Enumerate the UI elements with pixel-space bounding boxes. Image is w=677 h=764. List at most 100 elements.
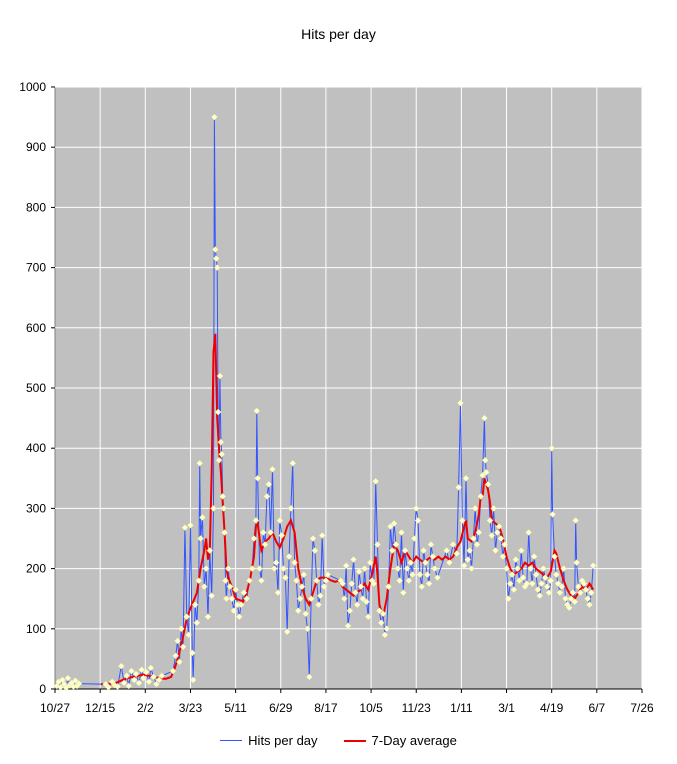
data-point-hits	[174, 637, 181, 645]
data-point-hits	[514, 565, 521, 572]
data-point-hits	[298, 583, 306, 591]
data-point-hits	[422, 559, 429, 566]
x-tick-label: 2/2	[137, 701, 154, 715]
data-point-hits	[582, 586, 590, 594]
data-point-hits	[340, 595, 348, 603]
data-point-hits	[479, 471, 486, 479]
data-point-hits	[293, 577, 300, 584]
data-point-hits	[547, 577, 555, 584]
data-point-hits	[291, 559, 298, 566]
data-point-hits	[401, 547, 409, 554]
data-point-hits	[425, 580, 433, 588]
data-point-hits	[282, 574, 289, 581]
data-point-hits	[464, 556, 472, 563]
legend-swatch-average	[343, 739, 366, 742]
data-point-hits	[420, 547, 427, 554]
legend-item-hits: Hits per day	[220, 733, 318, 748]
data-point-hits	[177, 625, 185, 633]
data-point-hits	[276, 517, 284, 524]
data-point-hits	[153, 680, 160, 688]
x-tick-label: 1/11	[450, 701, 473, 715]
legend: Hits per day 7-Day average	[0, 733, 677, 748]
data-point-hits	[540, 565, 547, 572]
data-point-hits	[339, 580, 346, 588]
data-point-hits	[64, 674, 72, 682]
data-point-hits	[181, 524, 189, 532]
data-point-hits	[346, 607, 354, 615]
data-point-hits	[140, 674, 147, 682]
data-point-hits	[285, 553, 293, 560]
data-point-hits	[216, 372, 224, 380]
data-point-hits	[569, 589, 577, 597]
data-point-hits	[512, 556, 520, 563]
data-point-hits	[185, 631, 192, 639]
data-point-hits	[248, 565, 256, 572]
data-point-hits	[543, 583, 551, 591]
data-point-hits	[399, 589, 407, 597]
data-point-hits	[554, 580, 562, 588]
data-point-hits	[353, 601, 361, 609]
data-point-hits	[226, 583, 234, 591]
x-tick-label: 6/29	[269, 701, 293, 715]
data-point-hits	[527, 565, 534, 572]
data-point-hits	[423, 571, 431, 578]
data-point-hits	[517, 547, 525, 554]
data-point-hits	[71, 677, 79, 684]
data-point-hits	[396, 577, 403, 584]
data-point-hits	[250, 535, 258, 542]
data-point-hits	[392, 541, 400, 548]
data-point-hits	[551, 553, 558, 560]
data-point-hits	[482, 468, 490, 476]
data-point-hits	[501, 541, 509, 548]
y-tick-label: 0	[39, 682, 46, 696]
x-tick-label: 6/7	[589, 701, 606, 715]
data-point-hits	[311, 547, 319, 554]
data-point-hits	[477, 493, 485, 500]
data-point-hits	[508, 571, 516, 578]
x-tick-label: 3/23	[179, 701, 203, 715]
x-tick-label: 3/1	[498, 701, 515, 715]
data-point-hits	[224, 565, 232, 572]
data-point-hits	[272, 559, 280, 566]
data-point-hits	[586, 601, 593, 609]
data-point-hits	[525, 529, 533, 536]
data-point-hits	[545, 589, 553, 597]
data-point-hits	[212, 255, 220, 262]
data-point-hits	[191, 601, 199, 609]
data-point-hits	[403, 565, 411, 572]
data-point-hits	[376, 607, 383, 615]
y-tick-label: 100	[26, 622, 46, 636]
chart-title: Hits per day	[301, 26, 376, 42]
x-tick-label: 12/15	[85, 701, 115, 715]
x-tick-label: 4/19	[540, 701, 564, 715]
data-point-hits	[552, 571, 560, 578]
data-point-hits	[458, 517, 466, 524]
data-point-hits	[130, 676, 138, 684]
data-point-hits	[364, 613, 372, 621]
data-point-hits	[220, 505, 227, 512]
data-point-hits	[530, 553, 538, 560]
data-point-hits	[390, 520, 398, 527]
data-point-hits	[158, 672, 166, 680]
data-point-hits	[377, 619, 385, 627]
data-point-hits	[196, 459, 204, 467]
data-point-hits	[344, 622, 352, 630]
legend-label-average: 7-Day average	[371, 733, 457, 748]
data-point-hits	[117, 662, 125, 670]
data-point-hits	[213, 264, 221, 271]
data-point-hits	[468, 565, 475, 572]
data-point-hits	[443, 547, 450, 554]
x-tick-label: 10/5	[359, 701, 383, 715]
data-point-hits	[411, 535, 418, 542]
data-point-hits	[230, 607, 238, 615]
data-point-hits	[270, 565, 278, 572]
x-tick-label: 10/27	[40, 701, 70, 715]
data-point-hits	[394, 565, 402, 572]
data-point-hits	[294, 607, 302, 615]
data-point-hits	[261, 541, 269, 548]
data-point-hits	[575, 583, 582, 591]
data-point-hits	[453, 550, 461, 557]
data-point-hits	[571, 598, 579, 606]
legend-item-average: 7-Day average	[343, 733, 457, 748]
